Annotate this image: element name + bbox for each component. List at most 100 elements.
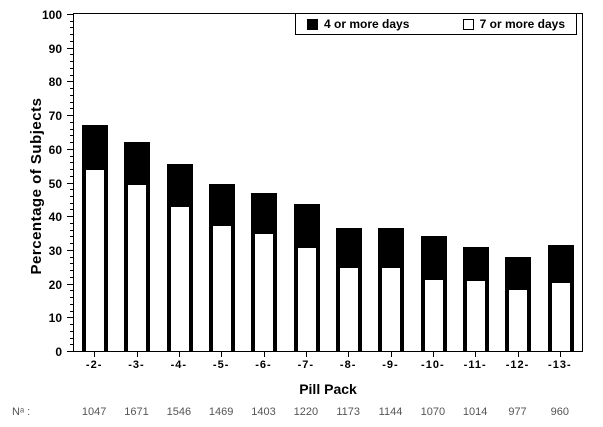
y-minor-tick <box>70 94 73 96</box>
sample-size-row: Nᵃ : 1047 1671 1546 1469 1403 1220 1173 1144 107… <box>0 406 603 422</box>
bar-7-or-more-days <box>423 278 444 351</box>
n-value: 1014 <box>462 406 488 418</box>
x-category-label: -13- <box>548 359 572 371</box>
n-row-label: Nᵃ : <box>12 406 31 418</box>
y-minor-tick <box>70 270 73 272</box>
n-value: 1144 <box>378 406 403 418</box>
y-minor-tick <box>70 256 73 258</box>
y-minor-tick <box>70 169 73 171</box>
y-major-tick <box>67 14 73 15</box>
x-axis-ticks <box>73 352 583 360</box>
bars-container <box>74 14 582 351</box>
y-major-tick <box>67 351 73 352</box>
y-major-tick <box>67 283 73 285</box>
x-category-label: -9- <box>382 359 399 371</box>
x-category-label: -10- <box>421 359 445 371</box>
y-tick-label: 70 <box>48 109 62 124</box>
y-minor-tick <box>70 202 73 204</box>
x-tick <box>305 352 307 357</box>
y-tick-label: 80 <box>48 75 62 90</box>
y-minor-tick <box>70 142 73 144</box>
bar-slot <box>159 14 201 351</box>
n-value: 977 <box>508 406 527 418</box>
y-minor-tick <box>70 337 73 339</box>
black-filled-square-icon <box>307 18 318 30</box>
bar-7-or-more-days <box>466 280 487 351</box>
y-major-tick <box>67 216 73 218</box>
n-value: 1546 <box>166 406 192 418</box>
y-tick-label: 60 <box>48 142 62 157</box>
bar-slot <box>455 14 497 351</box>
y-minor-tick <box>70 189 73 191</box>
bar-7-or-more-days <box>296 246 317 351</box>
y-minor-tick <box>70 344 73 346</box>
bar-slot <box>116 14 158 351</box>
n-value: 960 <box>550 406 570 418</box>
y-minor-tick <box>70 276 73 278</box>
y-minor-tick <box>70 61 73 63</box>
x-tick <box>390 352 392 357</box>
x-category-label: -6- <box>255 359 272 371</box>
y-major-tick <box>67 148 73 150</box>
y-minor-tick <box>70 128 73 130</box>
y-major-tick <box>67 317 73 319</box>
white-open-square-icon <box>462 18 474 30</box>
x-category-label: -5- <box>212 359 230 371</box>
x-category-label: -7- <box>297 359 315 371</box>
bar-7-or-more-days <box>508 288 529 351</box>
x-tick <box>559 352 561 357</box>
y-tick-label: 30 <box>48 243 62 258</box>
x-category-label: -8- <box>339 359 357 371</box>
y-minor-tick <box>70 54 73 56</box>
y-minor-tick <box>70 330 73 332</box>
y-tick-label: 90 <box>48 41 62 56</box>
y-minor-tick <box>70 88 73 90</box>
legend-label: 7 or more days <box>479 17 565 31</box>
x-category-label: -3- <box>128 359 145 371</box>
x-category-label: -4- <box>170 359 188 371</box>
bar-slot <box>286 14 328 351</box>
y-minor-tick <box>70 229 73 231</box>
x-tick <box>348 352 350 357</box>
y-tick-label: 10 <box>48 311 62 326</box>
n-value: 1173 <box>336 406 360 418</box>
y-minor-tick <box>70 175 73 177</box>
y-tick-label: 100 <box>41 8 62 22</box>
legend: 4 or more days 7 or more days <box>295 13 577 35</box>
y-minor-tick <box>70 155 73 157</box>
n-value: 1070 <box>420 406 446 418</box>
bar-slot <box>540 14 582 351</box>
y-minor-tick <box>70 303 73 305</box>
x-tick <box>136 352 138 357</box>
x-tick <box>432 352 434 357</box>
y-minor-tick <box>70 40 73 42</box>
y-minor-tick <box>70 263 73 265</box>
bar-slot <box>74 14 116 351</box>
y-minor-tick <box>70 20 73 22</box>
bar-7-or-more-days <box>85 169 106 351</box>
n-value: 1671 <box>124 406 149 418</box>
bar-slot <box>201 14 243 351</box>
x-tick <box>517 352 519 357</box>
y-minor-tick <box>70 222 73 224</box>
y-axis: 0 10 20 30 40 50 60 70 80 90 100 <box>0 9 73 358</box>
x-category-label: -2- <box>85 359 103 371</box>
x-tick <box>221 352 223 357</box>
y-minor-tick <box>70 74 73 76</box>
y-minor-tick <box>70 121 73 123</box>
bar-slot <box>243 14 285 351</box>
x-axis-category-labels: -2- -3- -4- -5- -6- -7- -8- -9- -10- -11- -12- -13- <box>73 359 583 373</box>
y-minor-tick <box>70 209 73 211</box>
y-minor-tick <box>70 297 73 299</box>
y-tick-label: 0 <box>55 345 62 359</box>
bar-7-or-more-days <box>254 233 275 351</box>
plot-area: 4 or more days 7 or more days <box>73 13 583 352</box>
legend-entry: 7 or more days <box>462 17 565 31</box>
y-major-tick <box>67 115 73 117</box>
y-minor-tick <box>70 236 73 238</box>
legend-label: 4 or more days <box>324 17 410 31</box>
bar-7-or-more-days <box>339 266 360 351</box>
y-tick-label: 20 <box>48 277 62 292</box>
y-minor-tick <box>70 290 73 292</box>
